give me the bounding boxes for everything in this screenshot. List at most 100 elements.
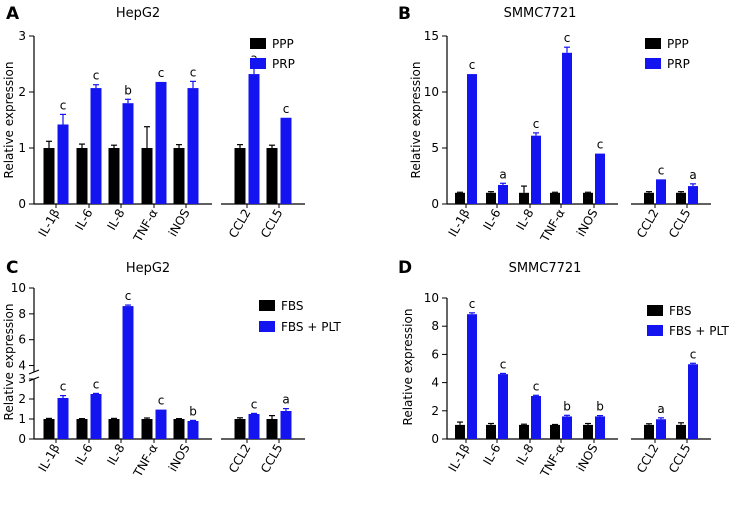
legend: PPP PRP: [645, 37, 690, 71]
x-tick-label: IL-8: [513, 442, 536, 468]
legend-swatch-treatment: [250, 58, 266, 69]
significance-label: c: [251, 397, 258, 411]
bar-treatment: [562, 52, 572, 204]
bar-control: [108, 148, 120, 204]
bar-treatment: [467, 314, 477, 439]
bar-control: [486, 424, 496, 439]
significance-label: a: [689, 168, 696, 182]
significance-label: a: [282, 393, 289, 407]
y-tick-label: 2: [18, 392, 26, 406]
y-tick-label: 8: [18, 307, 26, 321]
x-tick-label: IL-6: [72, 442, 95, 468]
legend-label: FBS: [669, 304, 692, 318]
bar-control: [519, 424, 529, 439]
y-tick-label: 10: [424, 85, 439, 99]
bar-control: [43, 148, 55, 204]
legend-swatch-control: [259, 300, 275, 311]
y-axis-label: Relative expression: [2, 62, 16, 179]
bar-control: [141, 148, 153, 204]
y-tick-label: 2: [18, 85, 26, 99]
panel-letter: A: [6, 4, 20, 24]
legend-swatch-control: [250, 38, 266, 49]
x-tick-label: CCL2: [634, 442, 662, 476]
legend-label: FBS + PLT: [281, 320, 341, 334]
bar-treatment: [498, 184, 508, 204]
bar-treatment: [90, 88, 102, 204]
legend-swatch-treatment: [259, 321, 275, 332]
significance-label: c: [564, 31, 571, 45]
x-tick-label: IL-6: [480, 442, 503, 468]
x-tick-label: IL-1β: [446, 207, 473, 240]
x-tick-label: TNF-α: [537, 206, 567, 245]
significance-label: c: [533, 117, 540, 131]
x-tick-label: CCL2: [226, 442, 254, 476]
y-tick-label: 5: [431, 141, 439, 155]
legend: PPP PRP: [250, 37, 295, 71]
x-tick-label: iNOS: [574, 207, 601, 239]
bar-control: [676, 192, 686, 204]
x-tick-label: iNOS: [166, 207, 193, 239]
significance-label: b: [563, 399, 571, 413]
y-tick-label: 10: [11, 281, 26, 295]
bar-control: [676, 424, 686, 439]
y-axis-label: Relative expression: [2, 304, 16, 421]
chart-panel-d: D SMMC7721 Relative expression 0 2 4 6 8 10 c IL-1…: [398, 258, 729, 480]
x-tick-label: CCL5: [666, 207, 694, 241]
bar-treatment: [90, 394, 102, 439]
legend-label: FBS: [281, 299, 304, 313]
legend: FBS FBS + PLT: [259, 299, 341, 334]
bar-control: [583, 192, 593, 204]
bar-treatment: [688, 186, 698, 204]
bar-treatment: [656, 419, 666, 439]
x-tick-label: IL-1β: [36, 207, 63, 240]
legend-label: PRP: [667, 57, 690, 71]
significance-label: c: [597, 138, 604, 152]
significance-label: c: [125, 289, 132, 303]
chart-title: SMMC7721: [509, 261, 582, 276]
bar-treatment: [280, 411, 292, 439]
significance-label: c: [93, 69, 100, 83]
bar-control: [266, 419, 278, 439]
bar-treatment: [57, 124, 69, 204]
x-tick-label: IL-8: [513, 207, 536, 233]
x-tick-label: TNF-α: [537, 441, 567, 480]
bar-control: [550, 192, 560, 204]
bar-control: [108, 419, 120, 439]
significance-label: a: [499, 167, 506, 181]
chart-title: SMMC7721: [504, 6, 577, 21]
y-tick-label: 0: [431, 197, 439, 211]
bar-control: [234, 148, 246, 204]
significance-label: a: [657, 402, 664, 416]
bar-control: [519, 192, 529, 204]
legend-label: PPP: [667, 37, 689, 51]
y-axis-label: Relative expression: [409, 62, 423, 179]
chart-title: HepG2: [126, 261, 170, 276]
significance-label: c: [60, 380, 67, 394]
bar-control: [583, 424, 593, 439]
panel-letter: B: [398, 4, 411, 24]
bar-control: [266, 148, 278, 204]
significance-label: b: [124, 83, 132, 97]
x-tick-label: IL-1β: [446, 442, 473, 475]
x-tick-label: TNF-α: [130, 441, 160, 480]
x-tick-label: IL-8: [104, 442, 127, 468]
y-tick-label: 2: [431, 404, 439, 418]
bar-treatment: [467, 74, 477, 204]
bar-treatment: [122, 306, 134, 439]
bar-treatment: [562, 416, 572, 439]
y-tick-label: 4: [431, 376, 439, 390]
bar-control: [455, 192, 465, 204]
significance-label: c: [158, 66, 165, 80]
significance-label: c: [658, 163, 665, 177]
y-tick-label: 0: [431, 432, 439, 446]
y-tick-label: 3: [18, 29, 26, 43]
significance-label: c: [469, 58, 476, 72]
bar-control: [644, 192, 654, 204]
legend-swatch-control: [645, 38, 661, 49]
bar-control: [486, 192, 496, 204]
x-tick-label: CCL5: [258, 207, 286, 241]
x-tick-label: TNF-α: [130, 206, 160, 245]
x-tick-label: CCL2: [634, 207, 662, 241]
bar-control: [76, 419, 88, 439]
